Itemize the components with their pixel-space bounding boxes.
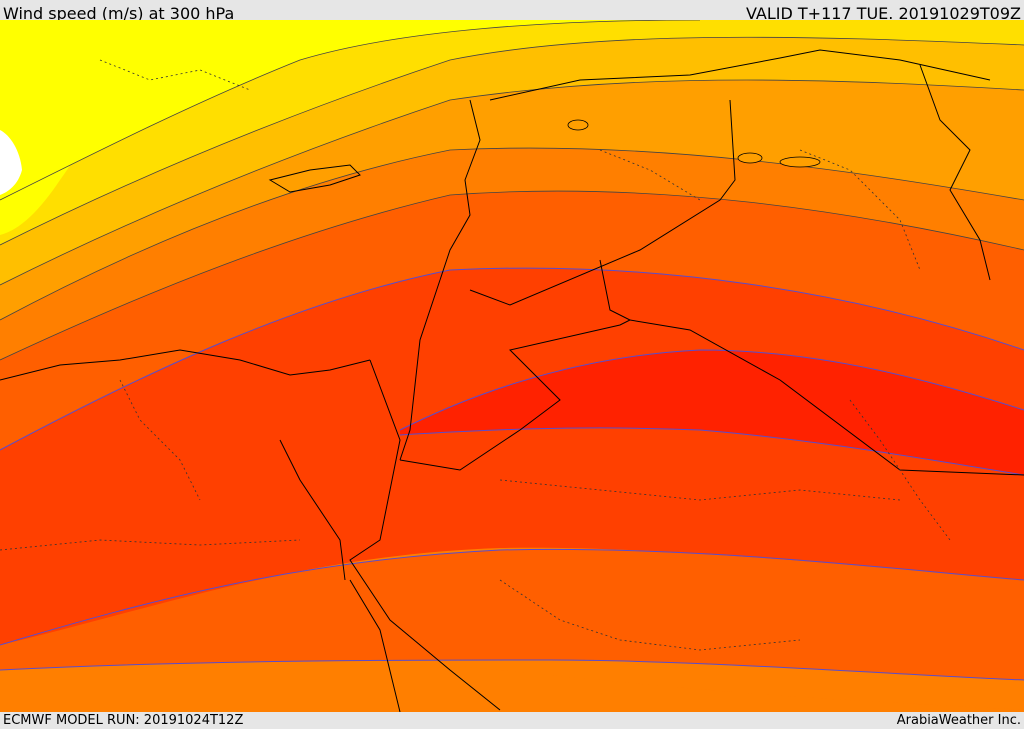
border-line xyxy=(268,164,361,193)
boundary-line xyxy=(799,149,921,271)
lake-marker xyxy=(779,156,821,168)
lake-marker xyxy=(737,152,763,164)
contour-line xyxy=(0,36,1024,246)
border-line xyxy=(0,349,371,381)
band-jet-core xyxy=(400,350,1024,475)
band-ff5f00-north xyxy=(0,191,1024,450)
wind-speed-map xyxy=(0,20,1024,712)
contour-line xyxy=(399,349,1024,431)
band-ffdf00 xyxy=(0,20,1024,245)
contour-line xyxy=(0,267,1024,451)
contour-line xyxy=(0,147,1024,321)
contour-lines-north xyxy=(0,20,1024,361)
boundary-line xyxy=(99,59,251,91)
border-line xyxy=(439,99,481,281)
band-ff5f00 xyxy=(0,549,1024,680)
boundary-line xyxy=(499,479,901,501)
boundary-line xyxy=(849,399,951,541)
credit-label: ArabiaWeather Inc. xyxy=(896,713,1021,728)
contour-line xyxy=(0,79,1024,286)
footer-bar: ECMWF MODEL RUN: 20191024T12Z ArabiaWeat… xyxy=(0,712,1024,729)
band-ffff00-patch xyxy=(0,20,120,235)
border-line xyxy=(279,439,346,581)
land-patch xyxy=(0,130,22,195)
band-ff9f00 xyxy=(0,80,1024,320)
band-ffff00 xyxy=(0,20,700,200)
contour-line xyxy=(0,190,1024,361)
country-borders xyxy=(0,49,1024,712)
border-line xyxy=(349,579,401,712)
band-south-orange xyxy=(0,651,1024,712)
map-title: Wind speed (m/s) at 300 hPa xyxy=(3,4,235,23)
border-line xyxy=(489,49,991,101)
contour-line xyxy=(0,659,1024,681)
contour-line xyxy=(0,548,1024,646)
contour-line xyxy=(399,427,1024,476)
band-ff7f00 xyxy=(0,148,1024,360)
contour-lines xyxy=(0,267,1024,681)
contour-line xyxy=(0,20,701,201)
border-line xyxy=(399,279,441,461)
model-run-label: ECMWF MODEL RUN: 20191024T12Z xyxy=(3,713,244,728)
internal-boundaries xyxy=(0,59,951,651)
valid-time-label: VALID T+117 TUE. 20191029T09Z xyxy=(745,4,1021,23)
lake-marker xyxy=(567,119,589,131)
border-line xyxy=(399,259,632,471)
border-line xyxy=(349,359,501,711)
border-line xyxy=(469,99,736,306)
border-line xyxy=(629,319,1024,476)
map-canvas xyxy=(0,20,1024,712)
band-ffbf00 xyxy=(0,37,1024,285)
boundary-line xyxy=(0,539,301,551)
header-bar: Wind speed (m/s) at 300 hPa VALID T+117 … xyxy=(0,0,1024,23)
boundary-line xyxy=(499,579,801,651)
border-line xyxy=(919,64,991,281)
